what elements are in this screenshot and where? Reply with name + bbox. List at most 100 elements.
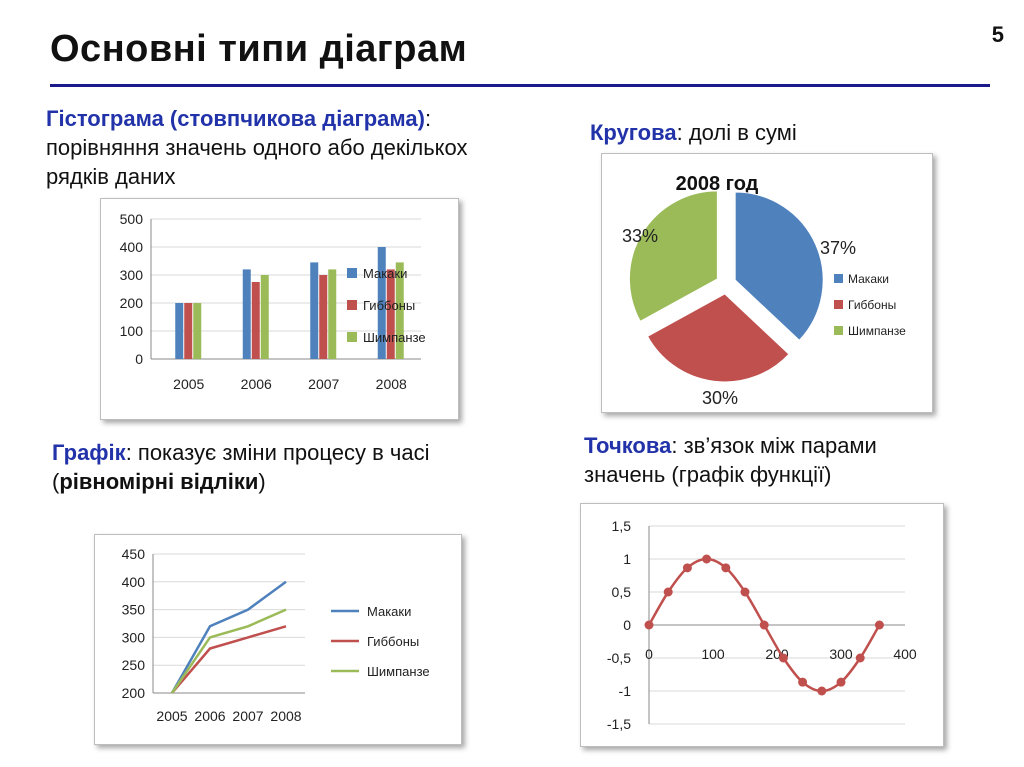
bar-Шимпанзе [260, 275, 269, 359]
bar-x-tick-label: 2006 [241, 376, 272, 392]
scatter-caption: Точкова: зв’язок між парами значень (гра… [584, 431, 1004, 489]
line-series-Шимпанзе [170, 608, 287, 694]
pie-chart-frame: 2008 год 37% 30% 33% Макаки Гиббоны Шимпанзе [601, 153, 933, 413]
bar-Гиббоны [251, 282, 260, 359]
bar-x-tick-label: 2007 [308, 376, 339, 392]
scatter-point [663, 587, 673, 597]
bar-legend-label: Макаки [363, 266, 407, 281]
line-caption-term: Графік [52, 440, 126, 465]
bar-Шимпанзе [328, 269, 337, 359]
scatter-point [817, 686, 827, 696]
bar-Макаки [175, 303, 184, 359]
scatter-y-tick-label: 0 [623, 617, 631, 633]
line-caption-close: ) [258, 469, 266, 494]
bar-y-tick-label: 0 [135, 351, 143, 367]
bar-chart-frame: 0 100 200 300 400 500 2005 2006 2007 2008 Макаки Ги… [100, 198, 459, 420]
scatter-y-tick-label: -0,5 [607, 650, 631, 666]
scatter-y-tick-label: 0,5 [612, 584, 632, 600]
bar-caption-term: Гістограма (стовпчикова діаграма) [46, 106, 425, 131]
pie-legend-swatch [834, 326, 843, 335]
line-chart: 200 250 300 350 400 450 2005 2006 2007 2008 Макаки… [122, 546, 430, 724]
line-caption-rest: : показує зміни процесу в часі [125, 440, 430, 465]
pie-chart: 2008 год 37% 30% 33% Макаки Гиббоны Шимпанзе [622, 173, 906, 408]
bar-chart: 0 100 200 300 400 500 2005 2006 2007 2008 Макаки Ги… [120, 211, 426, 392]
scatter-point [682, 563, 692, 573]
line-x-tick-label: 2007 [232, 708, 263, 724]
line-x-tick-label: 2005 [156, 708, 187, 724]
line-series-Макаки [170, 580, 287, 694]
scatter-point [836, 677, 846, 687]
line-y-tick-label: 200 [122, 685, 146, 701]
bar-Шимпанзе [395, 262, 404, 359]
pie-legend-label: Макаки [848, 272, 889, 286]
line-caption-bold: рівномірні відліки [59, 469, 259, 494]
pie-caption-term: Кругова [590, 120, 677, 145]
bar-y-tick-label: 400 [120, 239, 144, 255]
pie-slice-Гиббоны [646, 293, 790, 383]
pie-legend-label: Гиббоны [848, 298, 896, 312]
pie-caption-rest: : долі в сумі [676, 120, 797, 145]
pie-legend-swatch [834, 274, 843, 283]
pie-legend-swatch [834, 300, 843, 309]
scatter-x-tick-label: 300 [829, 646, 853, 662]
bar-y-tick-label: 300 [120, 267, 144, 283]
title-divider [50, 84, 990, 87]
bar-Шимпанзе [193, 303, 202, 359]
scatter-caption-rest: : зв’язок між парами [671, 433, 877, 458]
line-legend-label: Макаки [367, 604, 411, 619]
scatter-y-tick-label: -1,5 [607, 716, 631, 732]
scatter-x-tick-label: 100 [701, 646, 725, 662]
bar-caption-colon: : [424, 106, 432, 131]
bar-x-tick-label: 2008 [376, 376, 407, 392]
bar-y-tick-label: 100 [120, 323, 144, 339]
scatter-chart-frame: -1,5 -1 -0,5 0 0,5 1 1,5 0 100 200 300 400 [580, 503, 944, 747]
line-y-tick-label: 400 [122, 574, 146, 590]
scatter-x-tick-label: 400 [893, 646, 917, 662]
scatter-point [855, 653, 865, 663]
line-legend-label: Гиббоны [367, 634, 419, 649]
bar-legend-swatch [347, 268, 357, 278]
line-caption-open: ( [52, 469, 60, 494]
line-y-tick-label: 450 [122, 546, 146, 562]
bar-legend-label: Шимпанзе [363, 330, 426, 345]
pie-legend-label: Шимпанзе [848, 324, 906, 338]
line-x-tick-label: 2008 [270, 708, 301, 724]
scatter-y-tick-label: 1,5 [612, 518, 632, 534]
scatter-caption-term: Точкова [584, 433, 672, 458]
bar-legend-swatch [347, 332, 357, 342]
scatter-y-tick-label: 1 [623, 551, 631, 567]
bar-Гиббоны [386, 269, 395, 359]
pie-slice-Шимпанзе [628, 190, 718, 322]
pie-slice-Макаки [734, 191, 824, 341]
slide-title: Основні типи діаграм [50, 28, 468, 70]
scatter-point [778, 653, 788, 663]
bar-Гиббоны [319, 275, 328, 359]
bar-Макаки [310, 262, 319, 359]
scatter-caption-line2: значень (графік функції) [584, 462, 832, 487]
line-y-tick-label: 300 [122, 629, 146, 645]
scatter-point [798, 677, 808, 687]
bar-y-tick-label: 200 [120, 295, 144, 311]
pie-caption: Кругова: долі в сумі [590, 118, 1010, 147]
line-chart-frame: 200 250 300 350 400 450 2005 2006 2007 2008 Макаки… [94, 534, 462, 745]
line-legend-label: Шимпанзе [367, 664, 430, 679]
bar-Макаки [377, 247, 386, 359]
scatter-point [874, 620, 884, 630]
line-series-Гиббоны [171, 625, 287, 694]
pie-data-label: 33% [622, 226, 658, 246]
scatter-x-tick-label: 0 [645, 646, 653, 662]
bar-x-tick-label: 2005 [173, 376, 204, 392]
bar-y-tick-label: 500 [120, 211, 144, 227]
scatter-point [740, 587, 750, 597]
bar-caption: Гістограма (стовпчикова діаграма): порів… [46, 104, 566, 191]
scatter-y-tick-label: -1 [619, 683, 632, 699]
scatter-point [702, 554, 712, 564]
bar-Гиббоны [184, 303, 193, 359]
scatter-chart: -1,5-1-0,500,511,50 100 200 300 400 [607, 518, 917, 732]
scatter-point [759, 620, 769, 630]
scatter-point [644, 620, 654, 630]
pie-data-label: 37% [820, 238, 856, 258]
bar-caption-line2: рядків даних [46, 164, 176, 189]
pie-title: 2008 год [676, 173, 759, 195]
bar-legend-swatch [347, 300, 357, 310]
